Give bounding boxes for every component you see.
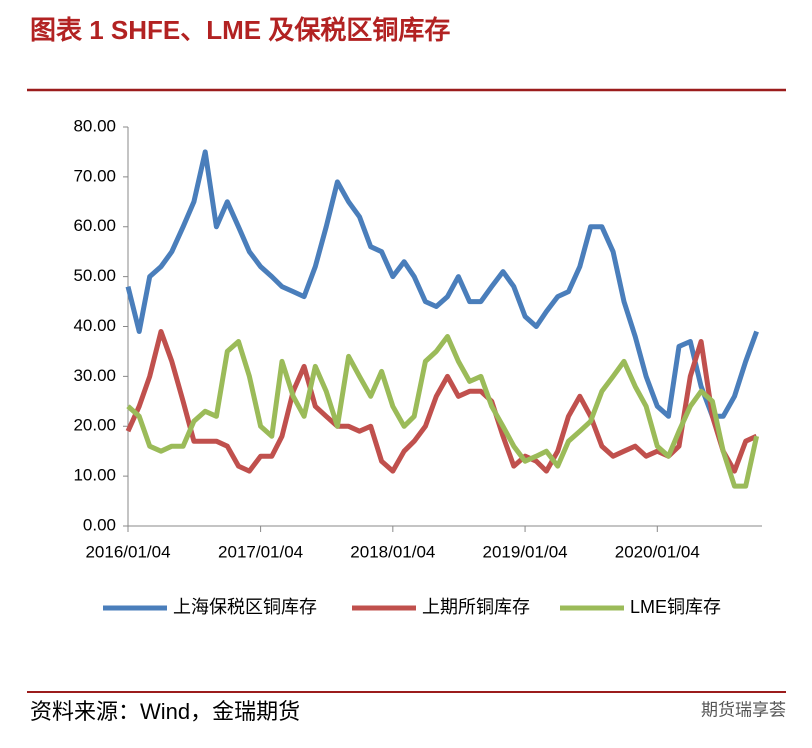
y-tick-label: 20.00 [73, 416, 116, 435]
y-tick-label: 0.00 [83, 515, 116, 534]
y-tick-label: 50.00 [73, 266, 116, 285]
legend-label: 上海保税区铜库存 [173, 597, 317, 617]
watermark: 期货瑞享荟 [701, 700, 786, 719]
series-line [126, 334, 760, 489]
series-line [125, 329, 758, 474]
y-tick-label: 70.00 [73, 166, 116, 185]
legend-label: 上期所铜库存 [422, 597, 530, 617]
x-tick-label: 2017/01/04 [218, 542, 303, 561]
y-tick-label: 40.00 [73, 316, 116, 335]
y-tick-label: 80.00 [73, 116, 116, 135]
legend-label: LME铜库存 [630, 597, 721, 617]
x-tick-label: 2020/01/04 [615, 542, 700, 561]
x-tick-label: 2018/01/04 [350, 542, 435, 561]
x-tick-label: 2016/01/04 [85, 542, 170, 561]
y-tick-label: 10.00 [73, 466, 116, 485]
chart-title: 图表 1 SHFE、LME 及保税区铜库存 [30, 15, 450, 45]
x-tick-label: 2019/01/04 [483, 542, 568, 561]
source: 资料来源：Wind，金瑞期货 [30, 699, 300, 724]
series-line [125, 149, 759, 419]
y-tick-label: 30.00 [73, 366, 116, 385]
y-tick-label: 60.00 [73, 216, 116, 235]
